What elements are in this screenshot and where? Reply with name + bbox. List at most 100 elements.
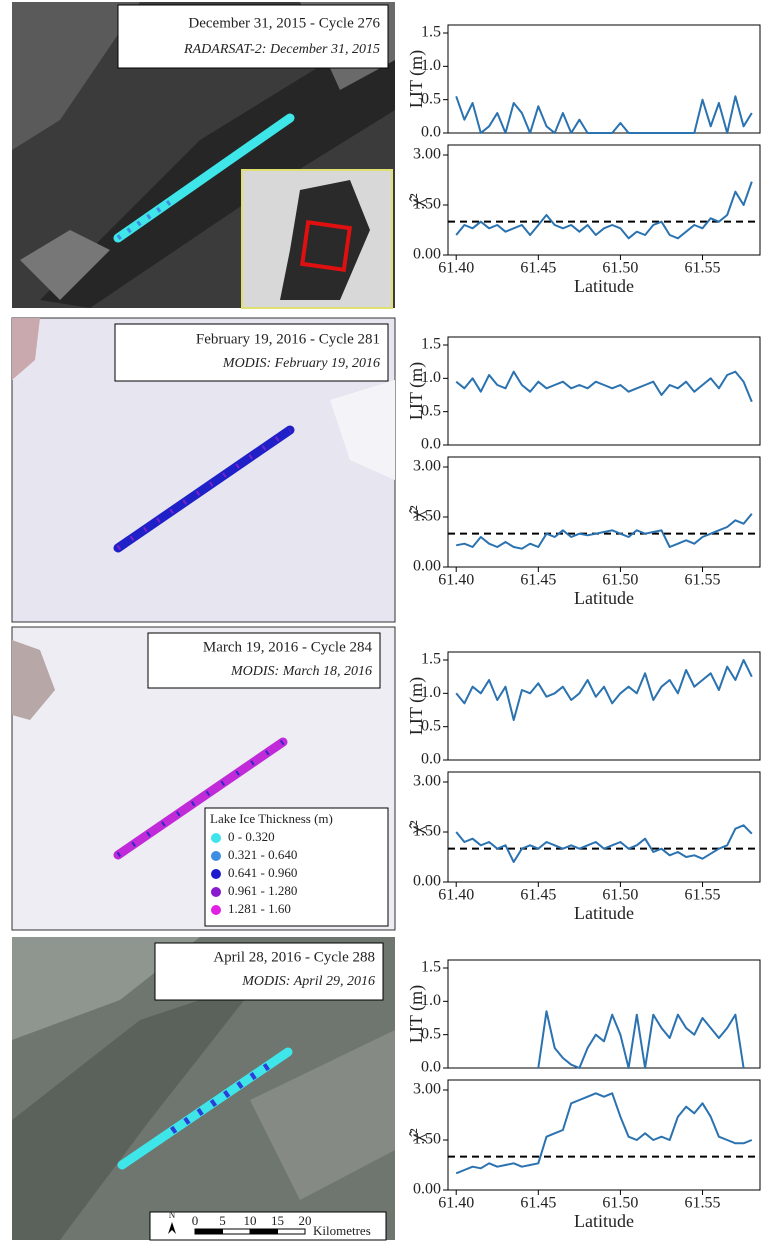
scale-segment (222, 1228, 251, 1235)
plot-frame (447, 651, 761, 761)
legend-box (204, 807, 389, 927)
y-tick-label: 1.5 (421, 959, 441, 976)
legend-swatch (211, 833, 221, 843)
x-tick-label: 61.40 (438, 1195, 474, 1212)
y-tick-label: 3.00 (413, 773, 441, 790)
y-tick-label: 0.0 (421, 124, 441, 141)
scale-tick-label: 0 (192, 1213, 199, 1228)
x-tick-label: 61.45 (520, 572, 556, 589)
x-tick-label: 61.45 (520, 887, 556, 904)
scale-bar: 0 5 10 15 20 (192, 1213, 312, 1235)
map-panel: February 19, 2016 - Cycle 281 MODIS: Feb… (11, 317, 396, 623)
map-title-box (114, 323, 389, 382)
x-axis-label: Latitude (574, 276, 634, 296)
y-axis-label: LIT (m) (406, 985, 427, 1043)
y-axis-label: χ̂² (406, 193, 426, 207)
y-axis-label: LIT (m) (406, 362, 427, 420)
x-tick-label: 61.55 (685, 887, 721, 904)
y-axis-label: χ̂² (406, 1128, 426, 1142)
y-tick-label: 0.0 (421, 436, 441, 453)
legend-label: 0.641 - 0.960 (228, 865, 297, 880)
plot-frame (447, 456, 761, 568)
data-line (455, 659, 753, 721)
map-panel: March 19, 2016 - Cycle 284 MODIS: March … (11, 626, 396, 931)
legend-label: 0.961 - 1.280 (228, 883, 297, 898)
y-tick-label: 3.00 (413, 458, 441, 475)
plot-frame (447, 959, 761, 1069)
x-tick-label: 61.45 (520, 1195, 556, 1212)
track (113, 737, 288, 860)
y-tick-label: 1.5 (421, 24, 441, 41)
y-tick-label: 1.5 (421, 336, 441, 353)
legend-label: 0.321 - 0.640 (228, 847, 297, 862)
terrain (20, 230, 110, 300)
y-axis-label: LIT (m) (406, 677, 427, 735)
x-tick-label: 61.50 (602, 1195, 638, 1212)
scale-tick-label: 20 (299, 1213, 312, 1228)
north-arrow (168, 1222, 176, 1234)
terrain (12, 2, 140, 150)
legend-swatch (211, 887, 221, 897)
terrain (12, 937, 200, 1040)
x-tick-label: 61.55 (685, 1195, 721, 1212)
y-tick-label: 0.0 (421, 751, 441, 768)
x-axis-label: Latitude (574, 588, 634, 608)
y-tick-label: 1.0 (421, 992, 441, 1009)
terrain (12, 318, 40, 380)
map-subtitle: MODIS: February 19, 2016 (222, 356, 380, 371)
map-subtitle: MODIS: April 29, 2016 (241, 974, 375, 989)
legend-label: 0 - 0.320 (228, 829, 275, 844)
map-panel: April 28, 2016 - Cycle 288 MODIS: April … (12, 937, 395, 1241)
x-axis-label: Latitude (574, 1211, 634, 1231)
y-tick-label: 1.0 (421, 57, 441, 74)
terrain (12, 980, 260, 1240)
x-tick-label: 61.45 (520, 260, 556, 277)
x-tick-label: 61.50 (602, 260, 638, 277)
data-line (455, 370, 753, 403)
x-tick-label: 61.50 (602, 572, 638, 589)
y-tick-label: 1.50 (413, 508, 441, 525)
map-subtitle: MODIS: March 18, 2016 (230, 664, 372, 679)
scale-tick-label: 10 (244, 1213, 257, 1228)
legend-label: 1.281 - 1.60 (228, 901, 291, 916)
terrain (330, 380, 395, 480)
plot-frame (447, 771, 761, 883)
map-subtitle: RADARSAT-2: December 31, 2015 (183, 42, 380, 57)
y-tick-label: 0.00 (413, 873, 441, 890)
legend-title: Lake Ice Thickness (m) (210, 811, 333, 826)
inset-extent (300, 220, 352, 272)
scale-segment (249, 1228, 278, 1235)
y-tick-label: 0.5 (421, 717, 441, 734)
map-title-box (147, 632, 381, 689)
y-tick-label: 0.00 (413, 1181, 441, 1198)
north-label: N (169, 1210, 176, 1220)
track (113, 113, 295, 243)
y-tick-label: 1.0 (421, 684, 441, 701)
legend-swatch (211, 905, 221, 915)
y-tick-label: 0.5 (421, 90, 441, 107)
y-tick-label: 0.00 (413, 558, 441, 575)
scale-tick-label: 15 (271, 1213, 284, 1228)
data-line (455, 95, 753, 134)
data-line (455, 181, 753, 240)
terrain (12, 640, 55, 720)
y-tick-label: 1.50 (413, 823, 441, 840)
y-tick-label: 1.50 (413, 196, 441, 213)
data-line (455, 824, 753, 863)
terrain (250, 1030, 395, 1200)
data-line (537, 1010, 745, 1069)
x-tick-label: 61.40 (438, 887, 474, 904)
x-tick-label: 61.55 (685, 572, 721, 589)
map-title-box (154, 942, 384, 1001)
y-tick-label: 3.00 (413, 1081, 441, 1098)
y-tick-label: 1.0 (421, 369, 441, 386)
track (170, 1063, 270, 1134)
scale-segment (277, 1228, 306, 1235)
data-line (455, 1092, 753, 1175)
plot-frame (447, 1079, 761, 1191)
y-tick-label: 3.00 (413, 146, 441, 163)
legend-swatch (211, 869, 221, 879)
map-title: April 28, 2016 - Cycle 288 (213, 949, 375, 965)
x-tick-label: 61.50 (602, 887, 638, 904)
